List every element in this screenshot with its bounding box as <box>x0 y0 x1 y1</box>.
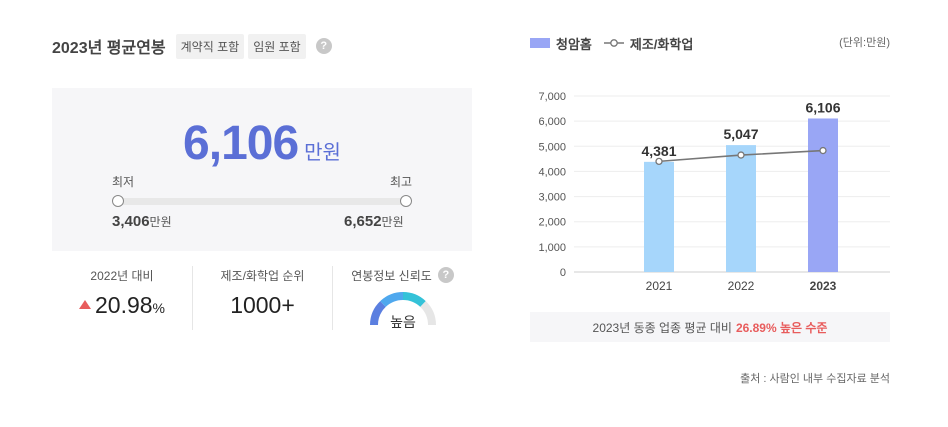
up-arrow-icon <box>78 300 91 310</box>
bar-value-label: 5,047 <box>723 126 758 142</box>
chart-legend: 청암홈 제조/화학업 <box>530 34 890 52</box>
y-tick-label: 0 <box>560 267 566 279</box>
yoy-percent: % <box>152 300 165 316</box>
y-tick-label: 5,000 <box>538 141 566 153</box>
x-tick-label: 2022 <box>728 279 755 293</box>
industry-point <box>819 146 827 155</box>
y-tick-label: 6,000 <box>538 116 566 128</box>
y-tick-label: 2,000 <box>538 217 566 229</box>
stat-rank: 제조/화학업 순위 1000+ <box>192 266 332 330</box>
chip-contract: 계약직 포함 <box>175 33 245 59</box>
bar-value-label: 4,381 <box>641 143 676 159</box>
comparison-note: 2023년 동종 업종 평균 대비 26.89% 높은 수준 <box>530 312 890 342</box>
x-tick-label: 2023 <box>810 279 837 293</box>
average-salary-unit: 만원 <box>304 142 341 164</box>
min-salary-value: 3,406 <box>112 213 150 230</box>
max-salary-unit: 만원 <box>381 215 404 229</box>
stats-row: 2022년 대비 20.98% 제조/화학업 순위 1000+ 연봉정보 신뢰도… <box>52 266 472 330</box>
range-min-knob <box>112 195 124 207</box>
stat-reliability-label: 연봉정보 신뢰도? <box>333 266 472 284</box>
legend-line-icon <box>603 39 624 47</box>
help-icon[interactable]: ? <box>437 267 454 283</box>
y-tick-label: 1,000 <box>538 242 566 254</box>
max-salary-value: 6,652 <box>344 213 382 230</box>
x-tick-label: 2021 <box>646 279 673 293</box>
industry-point <box>655 157 663 166</box>
yoy-number: 20.98 <box>94 292 153 318</box>
help-icon[interactable]: ? <box>315 38 332 54</box>
stat-rank-value: 1000+ <box>230 292 295 318</box>
bar-value-label: 6,106 <box>805 99 840 115</box>
min-label: 최저 <box>112 175 135 189</box>
comparison-prefix: 2023년 동종 업종 평균 대비 <box>592 320 732 335</box>
chart-panel: 청암홈 제조/화학업 (단위:만원) 0 1,000 2,000 3,000 4,000… <box>530 34 890 385</box>
y-tick-label: 7,000 <box>538 91 566 103</box>
y-tick-label: 4,000 <box>538 166 566 178</box>
average-salary-box: 6,106 만원 최저 최고 3,406만원 6,652만원 <box>52 88 472 251</box>
legend-company: 청암홈 <box>556 36 592 52</box>
stat-rank-label: 제조/화학업 순위 <box>220 268 305 283</box>
stat-yoy: 2022년 대비 20.98% <box>52 266 192 330</box>
chip-executive: 임원 포함 <box>248 33 306 59</box>
title-row: 2023년 평균연봉 계약직 포함 임원 포함 ? <box>52 33 472 59</box>
average-salary-value: 6,106 <box>183 117 299 170</box>
legend-bar-swatch <box>530 38 550 48</box>
salary-range-track <box>118 198 406 205</box>
average-salary: 6,106 만원 <box>52 116 472 171</box>
salary-chart: 0 1,000 2,000 3,000 4,000 5,000 6,000 7,000 4,38… <box>538 91 890 293</box>
max-label: 최고 <box>390 175 413 189</box>
page-title: 2023년 평균연봉 <box>52 40 166 57</box>
reliability-label-text: 연봉정보 신뢰도 <box>351 268 432 283</box>
comparison-highlight: 26.89% 높은 수준 <box>735 320 828 335</box>
industry-point <box>737 151 745 159</box>
source-note: 출처 : 사람인 내부 수집자료 분석 <box>740 373 890 385</box>
bar <box>808 118 838 272</box>
stat-yoy-label: 2022년 대비 <box>90 268 154 283</box>
min-salary: 3,406만원 <box>112 213 172 230</box>
unit-note: (단위:만원) <box>839 37 890 49</box>
bar <box>644 161 674 272</box>
min-salary-unit: 만원 <box>149 215 172 229</box>
range-max-knob <box>400 195 412 207</box>
legend-industry: 제조/화학업 <box>629 36 694 52</box>
salary-panel: 2023년 평균연봉 계약직 포함 임원 포함 ? 6,106 만원 최저 최고 … <box>52 33 472 330</box>
max-salary: 6,652만원 <box>344 213 404 230</box>
y-tick-label: 3,000 <box>538 192 566 204</box>
stat-reliability: 연봉정보 신뢰도? 높음 <box>332 266 472 330</box>
bar <box>726 145 756 272</box>
stat-yoy-value: 20.98% <box>52 292 192 319</box>
reliability-gauge-icon <box>370 292 436 326</box>
reliability-value: 높음 <box>390 314 416 330</box>
